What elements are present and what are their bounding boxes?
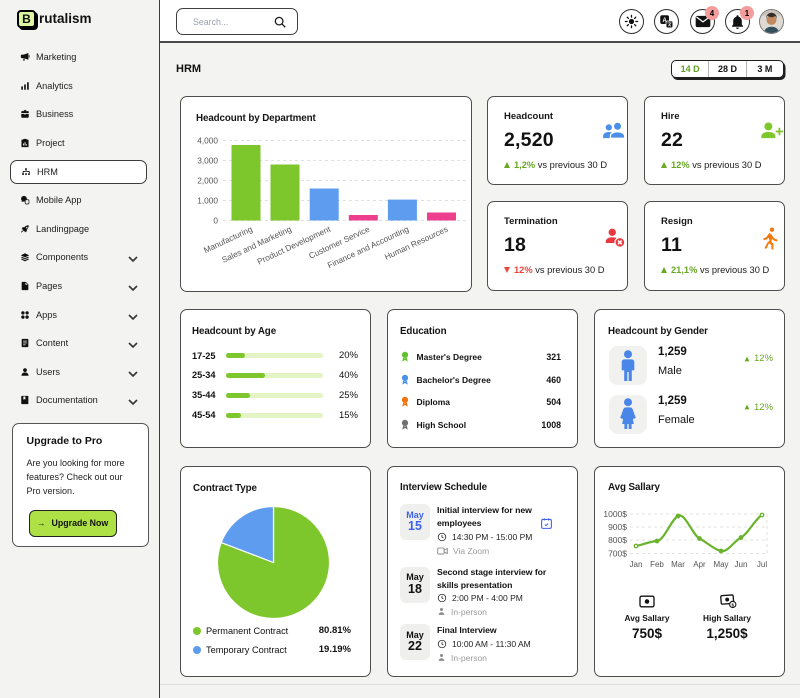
svg-text:3,000: 3,000 xyxy=(197,156,218,166)
svg-text:Feb: Feb xyxy=(650,560,664,569)
svg-text:1,000: 1,000 xyxy=(197,196,218,206)
svg-text:Jul: Jul xyxy=(757,560,767,569)
svg-text:2,000: 2,000 xyxy=(197,176,218,186)
svg-text:Apr: Apr xyxy=(693,560,706,569)
svg-text:$: $ xyxy=(731,602,734,607)
svg-text:0: 0 xyxy=(213,216,218,226)
svg-text:700$: 700$ xyxy=(608,549,627,559)
svg-text:900$: 900$ xyxy=(608,522,627,532)
svg-text:4,000: 4,000 xyxy=(197,136,218,146)
svg-text:Mar: Mar xyxy=(671,560,685,569)
svg-text:Jan: Jan xyxy=(630,560,643,569)
svg-text:Jun: Jun xyxy=(735,560,748,569)
svg-text:A: A xyxy=(662,18,667,24)
svg-text:800$: 800$ xyxy=(608,535,627,545)
svg-text:1000$: 1000$ xyxy=(603,509,627,519)
svg-text:May: May xyxy=(713,560,728,569)
